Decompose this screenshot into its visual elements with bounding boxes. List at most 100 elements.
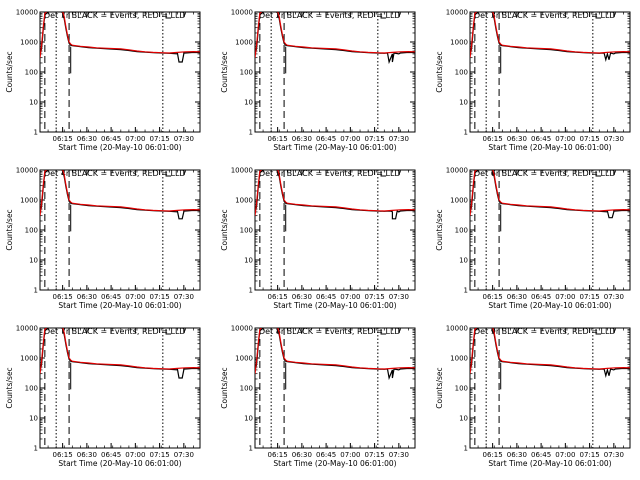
lld-series-line bbox=[40, 170, 200, 216]
y-tick-label: 1 bbox=[249, 129, 253, 137]
x-tick-label: 06:45 bbox=[531, 293, 551, 301]
y-tick-label: 10 bbox=[29, 257, 38, 265]
y-axis-label: Counts/sec bbox=[5, 209, 14, 250]
y-tick-label: 1000 bbox=[20, 197, 38, 205]
y-tick-label: 100 bbox=[240, 69, 253, 77]
lld-series-line bbox=[255, 170, 415, 216]
y-axis-label: Counts/sec bbox=[435, 367, 444, 408]
y-tick-label: 1 bbox=[34, 129, 38, 137]
panel-6r: Det 6r BLACK = Events, RED = LLD 1 10 100 10… bbox=[435, 167, 631, 310]
y-tick-label: 1000 bbox=[450, 197, 468, 205]
y-tick-label: 10000 bbox=[446, 167, 468, 175]
x-tick-label: 07:15 bbox=[150, 293, 170, 301]
x-tick-label: 07:15 bbox=[580, 451, 600, 459]
panel-title: Det 6r BLACK = Events, RED = LLD bbox=[474, 169, 616, 178]
panel-title: Det 2r BLACK = Events, RED = LLD bbox=[259, 11, 401, 20]
x-tick-label: 07:30 bbox=[389, 451, 409, 459]
x-tick-label: 07:30 bbox=[389, 135, 409, 143]
y-tick-label: 10000 bbox=[231, 167, 253, 175]
y-axis-label: Counts/sec bbox=[220, 209, 229, 250]
x-tick-label: 07:15 bbox=[365, 135, 385, 143]
panel-9r: Det 9r BLACK = Events, RED = LLD 1 10 100 10… bbox=[435, 325, 631, 468]
y-tick-label: 1 bbox=[34, 287, 38, 295]
y-tick-label: 10 bbox=[244, 415, 253, 423]
plot-frame bbox=[39, 169, 201, 291]
x-tick-label: 07:00 bbox=[125, 135, 145, 143]
x-tick-label: 06:30 bbox=[77, 293, 97, 301]
x-axis-label: Start Time (20-May-10 06:01:00) bbox=[273, 301, 396, 310]
y-tick-label: 1 bbox=[464, 129, 468, 137]
y-tick-label: 10 bbox=[29, 415, 38, 423]
lld-series-line bbox=[470, 12, 630, 58]
y-tick-label: 1 bbox=[464, 445, 468, 453]
x-tick-label: 07:30 bbox=[174, 135, 194, 143]
lld-series-line bbox=[470, 170, 630, 216]
panel-title: Det 7r BLACK = Events, RED = LLD bbox=[44, 327, 186, 336]
x-tick-label: 06:45 bbox=[531, 135, 551, 143]
plot-frame bbox=[469, 11, 631, 133]
panel-1r: Det 1r BLACK = Events, RED = LLD 1 10 100 10… bbox=[5, 9, 201, 152]
y-tick-label: 10 bbox=[29, 99, 38, 107]
x-tick-label: 06:15 bbox=[483, 293, 503, 301]
y-tick-label: 10000 bbox=[16, 9, 38, 17]
bracket-marker bbox=[595, 329, 602, 335]
x-axis-label: Start Time (20-May-10 06:01:00) bbox=[273, 143, 396, 152]
x-axis-label: Start Time (20-May-10 06:01:00) bbox=[488, 459, 611, 468]
panel-2r: Det 2r BLACK = Events, RED = LLD 1 10 100 10… bbox=[220, 9, 416, 152]
y-tick-label: 100 bbox=[240, 227, 253, 235]
plot-frame bbox=[39, 11, 201, 133]
y-tick-label: 1 bbox=[464, 287, 468, 295]
y-tick-label: 1000 bbox=[235, 197, 253, 205]
lld-series-line bbox=[40, 328, 200, 374]
x-tick-label: 07:00 bbox=[340, 293, 360, 301]
y-tick-label: 10000 bbox=[231, 9, 253, 17]
plot-frame bbox=[254, 169, 416, 291]
lld-series-line bbox=[40, 12, 200, 58]
x-tick-label: 06:30 bbox=[292, 451, 312, 459]
bracket-marker bbox=[380, 13, 387, 19]
x-tick-label: 06:45 bbox=[101, 135, 121, 143]
bracket-marker bbox=[595, 13, 602, 19]
x-tick-label: 07:00 bbox=[125, 451, 145, 459]
x-tick-label: 07:30 bbox=[604, 135, 624, 143]
x-tick-label: 06:45 bbox=[316, 451, 336, 459]
x-tick-label: 06:15 bbox=[268, 293, 288, 301]
plot-frame bbox=[254, 11, 416, 133]
x-tick-label: 06:15 bbox=[53, 293, 73, 301]
x-tick-label: 06:15 bbox=[268, 451, 288, 459]
panel-7r: Det 7r BLACK = Events, RED = LLD 1 10 100 10… bbox=[5, 325, 201, 468]
x-tick-label: 06:45 bbox=[531, 451, 551, 459]
x-tick-label: 07:00 bbox=[340, 451, 360, 459]
x-tick-label: 07:00 bbox=[555, 135, 575, 143]
x-tick-label: 07:30 bbox=[604, 451, 624, 459]
x-axis-label: Start Time (20-May-10 06:01:00) bbox=[273, 459, 396, 468]
plot-frame bbox=[254, 327, 416, 449]
y-tick-label: 100 bbox=[455, 69, 468, 77]
y-tick-label: 100 bbox=[240, 385, 253, 393]
x-tick-label: 06:45 bbox=[316, 293, 336, 301]
x-tick-label: 06:30 bbox=[292, 135, 312, 143]
x-tick-label: 07:15 bbox=[580, 135, 600, 143]
x-tick-label: 07:00 bbox=[340, 135, 360, 143]
x-tick-label: 07:15 bbox=[365, 293, 385, 301]
x-axis-label: Start Time (20-May-10 06:01:00) bbox=[488, 301, 611, 310]
y-tick-label: 1000 bbox=[20, 39, 38, 47]
x-tick-label: 07:00 bbox=[555, 293, 575, 301]
lld-series-line bbox=[255, 328, 415, 374]
x-tick-label: 07:00 bbox=[125, 293, 145, 301]
plot-frame bbox=[469, 327, 631, 449]
x-tick-label: 07:15 bbox=[580, 293, 600, 301]
x-tick-label: 06:15 bbox=[53, 451, 73, 459]
x-tick-label: 06:30 bbox=[77, 451, 97, 459]
x-tick-label: 06:45 bbox=[101, 451, 121, 459]
x-axis-label: Start Time (20-May-10 06:01:00) bbox=[58, 459, 181, 468]
x-tick-label: 07:15 bbox=[150, 451, 170, 459]
y-axis-label: Counts/sec bbox=[435, 209, 444, 250]
panel-title: Det 1r BLACK = Events, RED = LLD bbox=[44, 11, 186, 20]
y-tick-label: 100 bbox=[25, 385, 38, 393]
y-tick-label: 100 bbox=[455, 385, 468, 393]
x-tick-label: 06:30 bbox=[507, 293, 527, 301]
plot-frame bbox=[469, 169, 631, 291]
bracket-marker bbox=[165, 171, 172, 177]
